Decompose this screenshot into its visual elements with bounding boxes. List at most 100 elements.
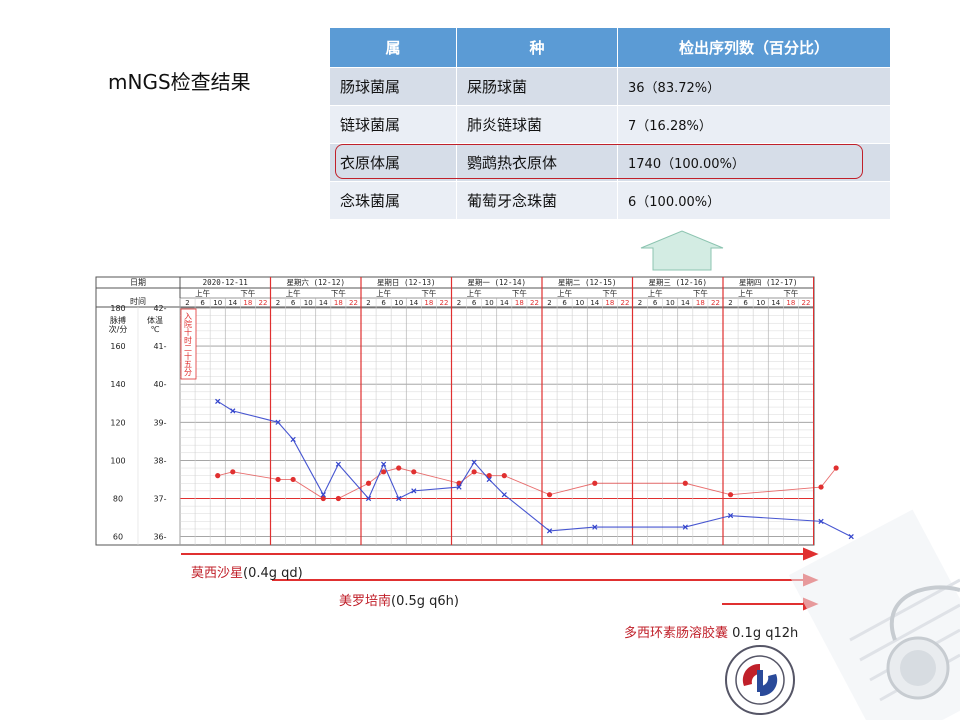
- hour-label: 10: [485, 299, 494, 307]
- am-label: 上午: [557, 288, 572, 298]
- pulse-axis-label: 次/分: [109, 324, 128, 334]
- hour-label: 6: [562, 299, 567, 307]
- temperature-line: [217, 467, 837, 499]
- hour-label: 10: [304, 299, 313, 307]
- hour-label: 18: [334, 299, 343, 307]
- table-row: 链球菌属 肺炎链球菌 7（16.28%）: [329, 105, 891, 144]
- hour-label: 22: [258, 299, 267, 307]
- day-label: 2020-12-11: [203, 278, 248, 287]
- cell-species: 葡萄牙念珠菌: [456, 181, 618, 220]
- day-label: 星期三 (12-16): [648, 278, 707, 287]
- temperature-point: [501, 473, 507, 479]
- temperature-point: [818, 484, 824, 490]
- meropenem-label: 美罗培南(0.5g q6h): [339, 590, 459, 609]
- cell-genus: 肠球菌属: [329, 67, 457, 106]
- am-label: 上午: [376, 288, 391, 298]
- pulse-point: [230, 408, 236, 414]
- hour-label: 22: [349, 299, 358, 307]
- day-label: 星期日 (12-13): [377, 278, 436, 287]
- hour-label: 10: [575, 299, 584, 307]
- hour-label: 22: [530, 299, 539, 307]
- hour-label: 22: [801, 299, 810, 307]
- hour-label: 2: [638, 299, 642, 307]
- admission-note-char: 五: [184, 360, 192, 369]
- hour-label: 14: [500, 299, 509, 307]
- hour-label: 18: [605, 299, 614, 307]
- pulse-point: [275, 419, 281, 425]
- table-row: 念珠菌属 葡萄牙念珠菌 6（100.00%）: [329, 181, 891, 220]
- hour-label: 2: [276, 299, 280, 307]
- hour-label: 18: [243, 299, 252, 307]
- cell-genus: 链球菌属: [329, 105, 457, 144]
- pulse-tick: 140: [110, 380, 125, 389]
- cell-count: 1740（100.00%）: [617, 143, 891, 182]
- moxifloxacin-label: 莫西沙星(0.4g qd): [191, 562, 303, 581]
- admission-note-char: 十: [184, 351, 192, 361]
- temperature-point: [290, 476, 296, 483]
- hour-label: 14: [590, 299, 599, 307]
- hospital-logo-icon: [725, 645, 795, 715]
- temperature-point: [592, 480, 598, 486]
- pulse-tick: 180: [110, 304, 125, 313]
- hour-label: 14: [771, 299, 780, 307]
- pulse-point: [727, 513, 734, 519]
- hour-label: 6: [381, 299, 386, 307]
- admission-note-char: 时: [184, 335, 192, 345]
- temperature-point: [320, 495, 326, 502]
- am-label: 上午: [467, 288, 482, 298]
- hour-label: 22: [439, 299, 448, 307]
- col-header-species: 种: [456, 27, 618, 68]
- temp-tick: 41-: [153, 342, 166, 351]
- temp-tick: 42-: [153, 304, 166, 313]
- date-header: 日期: [130, 278, 146, 287]
- hour-label: 6: [472, 299, 477, 307]
- am-label: 上午: [648, 288, 663, 298]
- cell-count: 6（100.00%）: [617, 181, 891, 220]
- hour-label: 14: [409, 299, 418, 307]
- table-header-row: 属 种 检出序列数（百分比）: [329, 27, 891, 68]
- pulse-tick: 60: [113, 533, 123, 542]
- drug-dose: (0.4g qd): [243, 566, 303, 581]
- temperature-point: [546, 492, 553, 498]
- am-label: 上午: [286, 288, 301, 298]
- hour-label: 2: [185, 299, 189, 307]
- hour-label: 18: [424, 299, 433, 307]
- am-label: 上午: [738, 288, 753, 298]
- hour-label: 18: [786, 299, 795, 307]
- hour-label: 2: [457, 299, 461, 307]
- temp-tick: 37-: [153, 495, 166, 504]
- temp-tick: 36-: [153, 533, 166, 542]
- pulse-tick: 80: [113, 495, 123, 504]
- temperature-point: [471, 469, 477, 475]
- pulse-point: [501, 492, 507, 498]
- admission-note-char: 院: [184, 319, 192, 329]
- admission-note-char: 入: [184, 312, 192, 321]
- hour-label: 2: [547, 299, 551, 307]
- pulse-point: [320, 492, 326, 498]
- pulse-point: [486, 476, 492, 483]
- hour-label: 6: [200, 299, 205, 307]
- am-label: 上午: [195, 288, 210, 298]
- admission-note-char: 分: [184, 368, 192, 377]
- hour-label: 22: [620, 299, 629, 307]
- cell-genus: 衣原体属: [329, 143, 457, 182]
- temperature-point: [335, 495, 341, 502]
- pulse-point: [396, 495, 402, 502]
- temp-axis-label: ℃: [151, 325, 160, 334]
- time-header: 时间: [130, 296, 146, 306]
- hour-label: 10: [213, 299, 222, 307]
- drug-name: 美罗培南: [339, 594, 392, 609]
- drug-dose: 0.1g q12h: [728, 626, 799, 641]
- hour-label: 14: [319, 299, 328, 307]
- hour-label: 2: [728, 299, 732, 307]
- temperature-point: [215, 473, 221, 479]
- pulse-point: [456, 484, 462, 490]
- cell-count: 7（16.28%）: [617, 105, 891, 144]
- pulse-line: [217, 400, 852, 538]
- hour-label: 18: [515, 299, 524, 307]
- highlight-box: [335, 144, 863, 179]
- hour-label: 14: [681, 299, 690, 307]
- hour-label: 10: [394, 299, 403, 307]
- admission-note-char: 十: [184, 327, 192, 337]
- pulse-point: [471, 459, 477, 465]
